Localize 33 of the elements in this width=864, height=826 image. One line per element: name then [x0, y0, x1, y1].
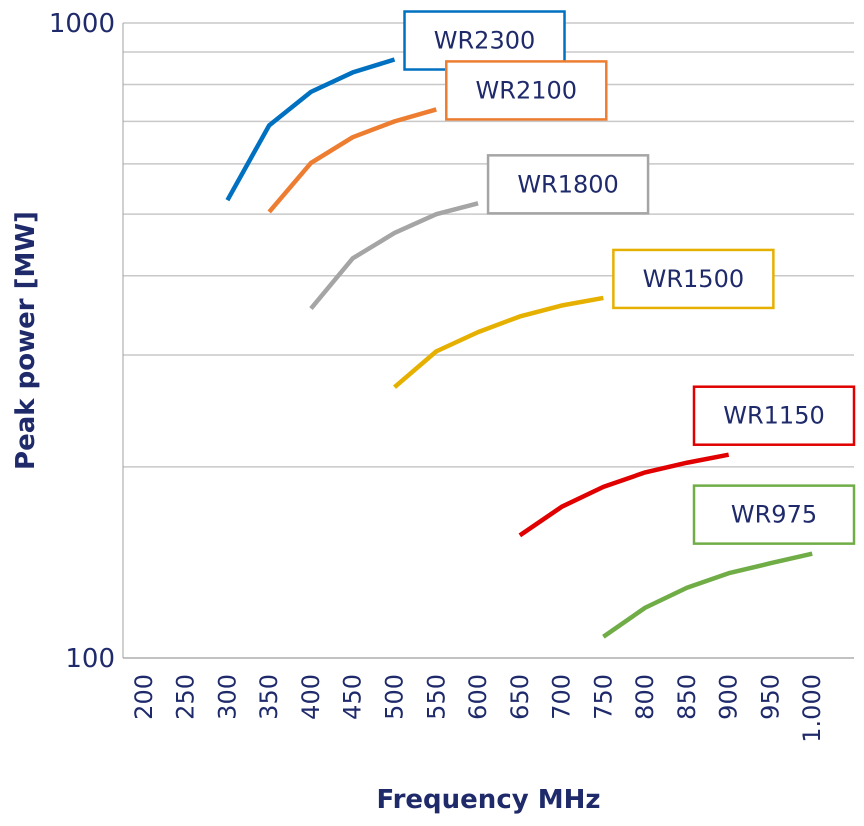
x-tick-label: 650 — [506, 674, 534, 720]
x-tick-label: 300 — [213, 674, 242, 720]
line-series — [392, 296, 606, 390]
x-tick-label: 750 — [589, 674, 618, 720]
line-series — [225, 57, 397, 202]
x-tick-label: 950 — [756, 674, 784, 720]
series-label: WR1150 — [723, 402, 825, 430]
series-label: WR2300 — [434, 26, 536, 55]
x-tick-label: 850 — [672, 674, 701, 720]
x-tick-label: 600 — [464, 674, 492, 720]
x-tick-label: 450 — [338, 674, 367, 720]
x-tick-label: 350 — [255, 674, 284, 720]
x-tick-label: 500 — [380, 674, 409, 720]
line-series — [266, 107, 439, 214]
line-series — [518, 452, 731, 538]
x-axis-title: Frequency MHz — [376, 785, 600, 815]
x-tick-label: 1.000 — [798, 674, 826, 743]
y-tick-label: 1000 — [48, 9, 115, 40]
series-label: WR2100 — [476, 76, 578, 104]
x-tick-label: 800 — [631, 674, 660, 720]
x-tick-label: 200 — [130, 674, 158, 720]
y-tick-label: 100 — [65, 644, 115, 674]
series-label: WR975 — [730, 500, 818, 529]
x-tick-label: 550 — [422, 674, 450, 720]
y-axis-title: Peak power [MW] — [11, 211, 42, 470]
x-tick-label: 400 — [296, 674, 325, 720]
x-tick-label: 900 — [714, 674, 743, 720]
line-series — [308, 201, 480, 311]
line-series — [601, 551, 814, 640]
series-label: WR1500 — [642, 264, 744, 293]
x-tick-label: 250 — [172, 674, 200, 720]
x-tick-label: 700 — [548, 674, 576, 720]
series-label: WR1800 — [517, 170, 619, 198]
